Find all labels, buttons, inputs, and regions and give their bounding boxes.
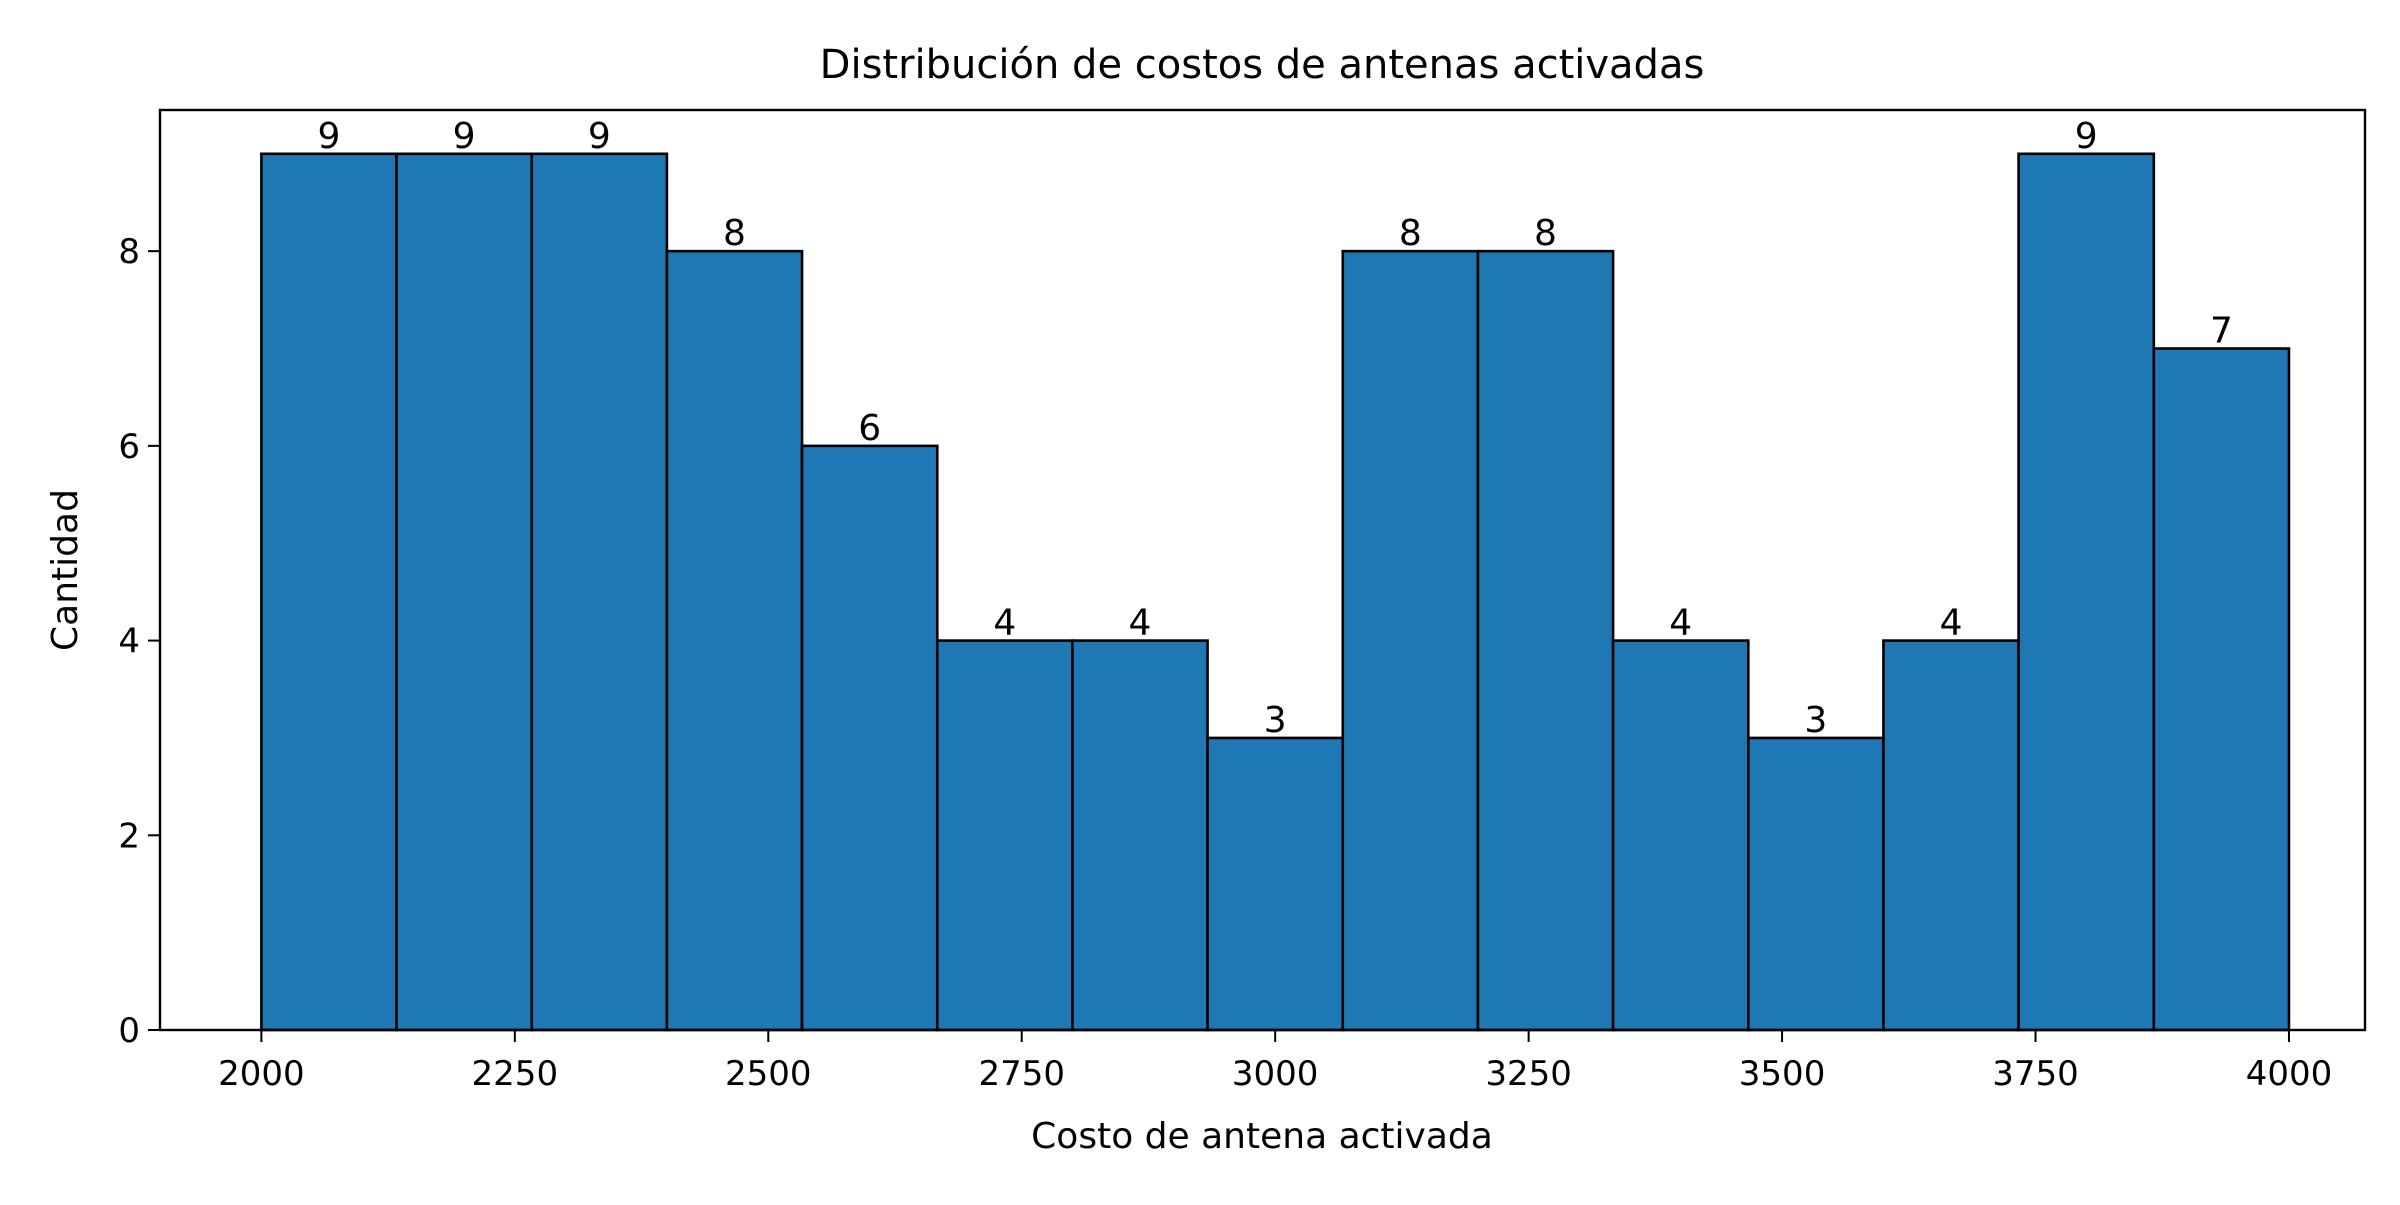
bar-value-label: 9 bbox=[2075, 116, 2098, 157]
bar-labels-group: 9 9 9 8 6 4 4 3 8 8 4 3 4 9 7 bbox=[317, 116, 2232, 741]
y-tick-label: 2 bbox=[118, 816, 140, 856]
histogram-bar bbox=[935, 639, 1074, 1032]
bar-value-label: 9 bbox=[453, 116, 476, 157]
histogram-bar bbox=[665, 249, 804, 1032]
histogram-bar bbox=[1071, 639, 1209, 1032]
bar-value-label: 4 bbox=[1669, 603, 1692, 644]
bar-value-label: 4 bbox=[1129, 603, 1152, 644]
histogram-bar bbox=[2017, 152, 2156, 1032]
x-tick-label: 2250 bbox=[472, 1054, 559, 1094]
histogram-bar bbox=[395, 152, 534, 1032]
bar-value-label: 8 bbox=[1399, 213, 1422, 254]
chart-title: Distribución de costos de antenas activa… bbox=[820, 42, 1705, 88]
x-tick-label: 3750 bbox=[1992, 1054, 2079, 1094]
bar-value-label: 8 bbox=[1534, 213, 1557, 254]
histogram-bar bbox=[800, 444, 939, 1032]
y-tick-label: 8 bbox=[118, 232, 140, 272]
y-axis-label: Cantidad bbox=[45, 489, 86, 651]
bar-value-label: 7 bbox=[2210, 311, 2233, 352]
bar-value-label: 8 bbox=[723, 213, 746, 254]
histogram-bar bbox=[1206, 736, 1345, 1032]
x-tick-label: 2000 bbox=[218, 1054, 305, 1094]
x-tick-label: 3250 bbox=[1485, 1054, 1572, 1094]
histogram-bar bbox=[260, 152, 398, 1032]
x-tick-label: 2500 bbox=[725, 1054, 812, 1094]
plot-frame bbox=[158, 108, 2367, 1032]
x-axis-ticks: 2000 2250 2500 2750 3000 3250 3500 3750 4000 bbox=[218, 1030, 2332, 1094]
y-tick-label: 4 bbox=[118, 622, 140, 662]
x-tick-label: 2750 bbox=[978, 1054, 1065, 1094]
y-tick-label: 6 bbox=[118, 427, 140, 467]
histogram-bar bbox=[1341, 249, 1480, 1032]
y-tick-label: 0 bbox=[118, 1011, 140, 1051]
y-axis-ticks: 0 2 4 6 8 bbox=[118, 232, 160, 1051]
x-tick-label: 4000 bbox=[2246, 1054, 2333, 1094]
bar-value-label: 4 bbox=[993, 603, 1016, 644]
bars-group bbox=[260, 152, 2291, 1032]
bar-value-label: 3 bbox=[1264, 700, 1287, 741]
bar-value-label: 9 bbox=[588, 116, 611, 157]
histogram-bar bbox=[530, 152, 669, 1032]
x-tick-label: 3000 bbox=[1232, 1054, 1319, 1094]
x-tick-label: 3500 bbox=[1739, 1054, 1826, 1094]
x-axis-label: Costo de antena activada bbox=[1031, 1116, 1493, 1157]
bar-value-label: 4 bbox=[1940, 603, 1963, 644]
histogram-bar bbox=[2152, 347, 2291, 1032]
histogram-bar bbox=[1611, 639, 1750, 1032]
bar-value-label: 6 bbox=[858, 408, 881, 449]
bar-value-label: 3 bbox=[1804, 700, 1827, 741]
histogram-bar bbox=[1747, 736, 1885, 1032]
histogram-bar bbox=[1882, 639, 2020, 1032]
histogram-bar bbox=[1476, 249, 1615, 1032]
bar-value-label: 9 bbox=[317, 116, 340, 157]
